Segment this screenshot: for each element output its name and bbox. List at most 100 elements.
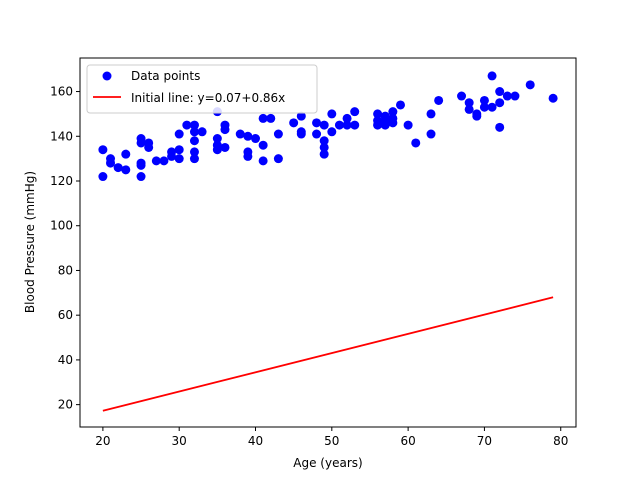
data-point-35	[235, 129, 245, 139]
y-tick-label-20: 20	[58, 398, 73, 412]
data-point-46	[289, 118, 299, 128]
data-point-71	[388, 118, 398, 128]
data-point-54	[319, 142, 329, 152]
data-point-30	[212, 134, 222, 144]
data-point-33	[220, 120, 230, 130]
data-point-85	[487, 71, 497, 81]
data-point-0	[98, 145, 108, 155]
data-point-1	[98, 172, 108, 182]
y-axis-label: Blood Pressure (mmHg)	[23, 171, 37, 313]
data-point-52	[319, 120, 329, 130]
data-point-19	[174, 154, 184, 164]
legend-label-data-points: Data points	[131, 69, 200, 83]
data-point-91	[510, 91, 520, 101]
y-tick-label-120: 120	[50, 174, 73, 188]
data-point-50	[312, 118, 322, 128]
data-point-59	[342, 113, 352, 123]
y-tick-label-60: 60	[58, 308, 73, 322]
data-point-34	[220, 142, 230, 152]
data-point-65	[373, 120, 383, 130]
data-point-83	[479, 95, 489, 105]
data-point-62	[350, 120, 360, 130]
data-point-69	[388, 107, 398, 117]
data-point-47	[296, 111, 306, 121]
data-point-21	[182, 120, 192, 130]
x-tick-label-30: 30	[172, 434, 187, 448]
data-point-60	[342, 120, 352, 130]
data-point-73	[403, 120, 413, 130]
plot-frame	[79, 57, 577, 428]
data-point-53	[319, 136, 329, 146]
data-point-18	[174, 145, 184, 155]
data-point-68	[380, 120, 390, 130]
data-point-93	[548, 93, 558, 103]
data-point-84	[479, 102, 489, 112]
data-marks	[98, 71, 558, 412]
x-axis-label: Age (years)	[293, 456, 362, 470]
data-point-51	[312, 129, 322, 139]
y-tick-label-140: 140	[50, 129, 73, 143]
data-point-92	[525, 80, 535, 90]
data-point-38	[243, 151, 253, 161]
data-point-56	[327, 109, 337, 119]
data-point-90	[502, 91, 512, 101]
data-point-17	[167, 147, 177, 157]
data-point-41	[258, 140, 268, 150]
x-tick-label-60: 60	[400, 434, 415, 448]
data-point-42	[258, 156, 268, 166]
data-point-11	[136, 172, 146, 182]
data-point-76	[426, 129, 436, 139]
data-point-75	[426, 109, 436, 119]
data-point-20	[174, 129, 184, 139]
data-point-3	[106, 154, 116, 164]
data-point-79	[464, 98, 474, 108]
data-point-26	[189, 136, 199, 146]
data-point-36	[243, 131, 253, 141]
data-point-13	[144, 138, 154, 148]
data-point-49	[296, 129, 306, 139]
data-point-58	[334, 120, 344, 130]
y-tick-label-160: 160	[50, 85, 73, 99]
plot-area	[80, 58, 576, 427]
data-point-77	[434, 95, 444, 105]
x-tick-label-40: 40	[248, 434, 263, 448]
y-tick-label-80: 80	[58, 263, 73, 277]
data-point-43	[266, 113, 276, 123]
data-point-10	[136, 160, 146, 170]
data-point-23	[189, 120, 199, 130]
legend-marker-data-points	[102, 71, 112, 81]
data-point-74	[411, 138, 421, 148]
data-point-63	[373, 109, 383, 119]
data-point-87	[495, 87, 505, 97]
x-tick-label-70: 70	[477, 434, 492, 448]
legend: Data points Initial line: y=0.07+0.86x	[86, 64, 318, 114]
x-tick-label-50: 50	[324, 434, 339, 448]
initial-line	[102, 296, 554, 412]
data-point-22	[189, 127, 199, 137]
data-point-24	[189, 147, 199, 157]
y-tick-label-40: 40	[58, 353, 73, 367]
data-point-80	[464, 104, 474, 114]
data-point-8	[136, 138, 146, 148]
data-point-89	[495, 122, 505, 132]
data-point-6	[121, 149, 131, 159]
data-point-61	[350, 107, 360, 117]
data-point-45	[273, 154, 283, 164]
data-point-82	[472, 111, 482, 121]
x-tick-label-80: 80	[553, 434, 568, 448]
x-tick-label-20: 20	[95, 434, 110, 448]
data-point-57	[327, 127, 337, 137]
legend-label-initial-line: Initial line: y=0.07+0.86x	[131, 91, 285, 105]
data-point-31	[212, 145, 222, 155]
data-point-78	[457, 91, 467, 101]
data-point-86	[487, 102, 497, 112]
data-point-15	[159, 156, 169, 166]
data-point-4	[113, 163, 123, 173]
ticks: 20 30 40 50 60 70 80 20 40 60 80 100 120 140 160	[50, 85, 568, 448]
data-point-55	[319, 149, 329, 159]
y-tick-label-100: 100	[50, 219, 73, 233]
legend-box	[86, 64, 318, 114]
data-point-39	[251, 134, 261, 144]
data-point-88	[495, 98, 505, 108]
